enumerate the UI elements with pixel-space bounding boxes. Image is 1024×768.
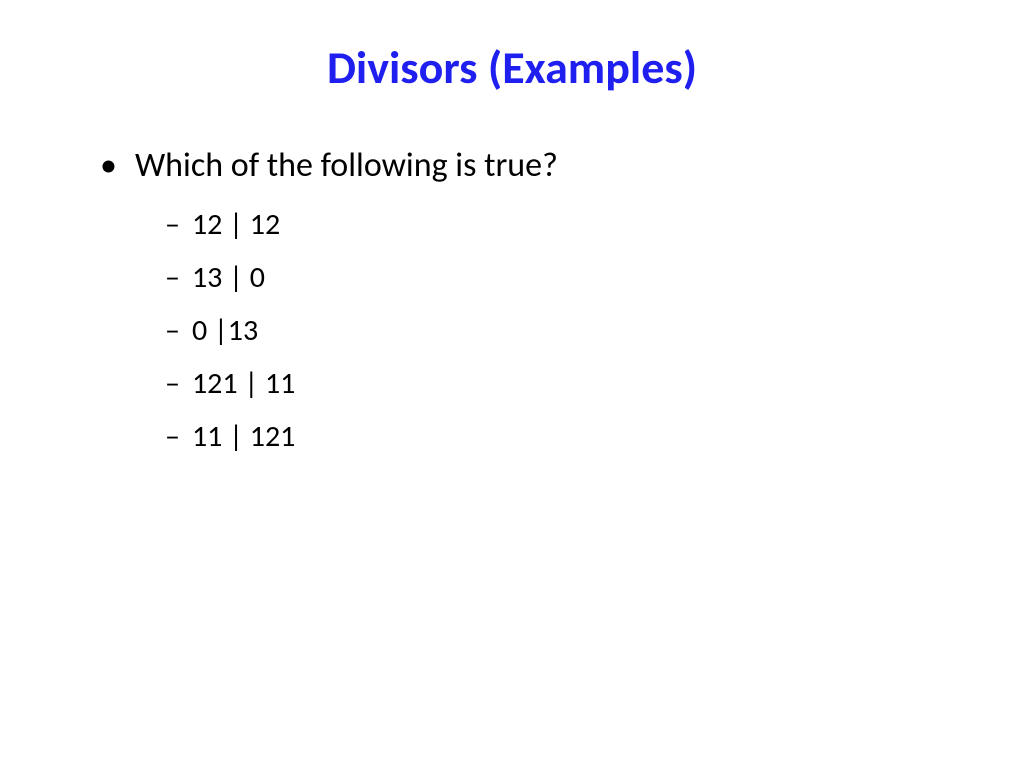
sub-item-text: 12 | 12 <box>192 205 280 244</box>
slide-container: Divisors (Examples) • Which of the follo… <box>0 0 1024 768</box>
bullet-dot-icon: • <box>100 146 117 187</box>
sub-item-text: 13 | 0 <box>192 258 265 297</box>
dash-icon: – <box>165 364 180 403</box>
dash-icon: – <box>165 417 180 456</box>
sub-item-text: 0 |13 <box>192 311 258 350</box>
main-bullet-text: Which of the following is true? <box>135 146 558 187</box>
dash-icon: – <box>165 205 180 244</box>
sub-item: – 121 | 11 <box>165 364 954 403</box>
sub-item: – 11 | 121 <box>165 417 954 456</box>
sub-item-text: 11 | 121 <box>192 417 295 456</box>
main-bullet-row: • Which of the following is true? <box>100 146 954 187</box>
dash-icon: – <box>165 311 180 350</box>
sub-item: – 0 |13 <box>165 311 954 350</box>
sub-item-text: 121 | 11 <box>192 364 295 403</box>
slide-title: Divisors (Examples) <box>70 40 954 96</box>
sub-item: – 12 | 12 <box>165 205 954 244</box>
sub-item: – 13 | 0 <box>165 258 954 297</box>
dash-icon: – <box>165 258 180 297</box>
sub-item-list: – 12 | 12 – 13 | 0 – 0 |13 – 121 | 11 – … <box>165 205 954 456</box>
